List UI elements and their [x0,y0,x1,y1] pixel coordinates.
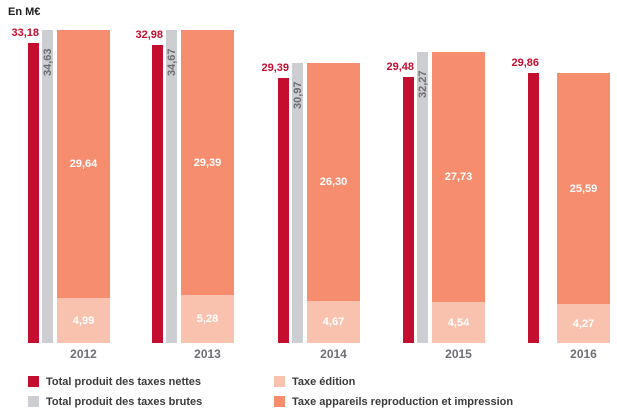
bar-taxes-nettes-2013 [152,45,163,343]
value-label-brutes-2012: 34,63 [41,48,54,77]
legend-label-nettes: Total produit des taxes nettes [46,375,202,388]
value-label-nettes-2013: 32,98 [135,29,163,42]
bar-taxes-nettes-2012 [28,43,39,343]
segment-taxe-appareils-2012 [57,30,110,298]
bar-taxes-nettes-2016 [528,73,539,343]
value-label-appareils-2013: 29,39 [193,156,222,169]
segment-taxe-appareils-2015 [432,51,485,302]
segment-taxe-edition-2012 [57,297,110,343]
x-axis-label-2015: 2015 [445,347,472,361]
legend-swatch-edition [274,376,285,387]
value-label-appareils-2012: 29,64 [69,158,98,171]
unit-label: En M€ [8,6,41,18]
value-label-edition-2013: 5,28 [196,313,219,326]
segment-taxe-appareils-2013 [181,29,234,296]
bar-taxes-nettes-2015 [403,76,414,343]
legend-item-taxe-edition: Taxe édition [274,375,355,388]
x-axis-label-2016: 2016 [570,347,597,361]
bar-taxes-nettes-2014 [278,77,289,343]
value-label-appareils-2016: 25,59 [569,182,598,195]
legend-label-edition: Taxe édition [292,375,356,388]
legend-item-taxes-nettes: Total produit des taxes nettes [28,375,201,388]
segment-taxe-appareils-2016 [557,73,610,305]
segment-taxe-edition-2014 [307,300,360,343]
legend-swatch-nettes [28,376,39,387]
bar-taxes-brutes-2012 [42,30,53,343]
value-label-appareils-2014: 26,30 [319,176,348,189]
value-label-edition-2015: 4,54 [447,316,470,329]
value-label-nettes-2016: 29,86 [511,57,539,70]
bar-taxes-brutes-2014 [292,63,303,343]
value-label-brutes-2014: 30,97 [291,81,304,110]
x-axis-label-2013: 2013 [194,347,221,361]
bar-taxes-brutes-2013 [166,29,177,343]
value-label-edition-2014: 4,67 [322,315,345,328]
segment-taxe-edition-2013 [181,295,234,343]
value-label-edition-2016: 4,27 [572,317,595,330]
legend-item-taxe-appareils: Taxe appareils reproduction et impressio… [274,395,513,408]
segment-taxe-appareils-2014 [307,63,360,301]
legend-label-appareils: Taxe appareils reproduction et impressio… [292,395,514,408]
value-label-edition-2012: 4,99 [72,314,95,327]
value-label-nettes-2015: 29,48 [386,60,414,73]
value-label-nettes-2014: 29,39 [261,61,289,74]
x-axis-label-2012: 2012 [70,347,97,361]
legend-swatch-appareils [274,396,285,407]
value-label-appareils-2015: 27,73 [444,170,473,183]
segment-taxe-edition-2016 [557,304,610,343]
value-label-nettes-2012: 33,18 [11,27,39,40]
value-label-brutes-2015: 32,27 [416,70,429,98]
bar-taxes-brutes-2015 [417,51,428,343]
legend-item-taxes-brutes: Total produit des taxes brutes [28,395,202,408]
legend-swatch-brutes [28,396,39,407]
value-label-brutes-2013: 34,67 [165,48,178,76]
x-axis-label-2014: 2014 [320,347,347,361]
legend-label-brutes: Total produit des taxes brutes [46,395,203,408]
segment-taxe-edition-2015 [432,302,485,343]
plot-area: 33,18 34,63 4,99 29,64 32,98 34,67 5,28 29,39 29… [11,27,610,343]
